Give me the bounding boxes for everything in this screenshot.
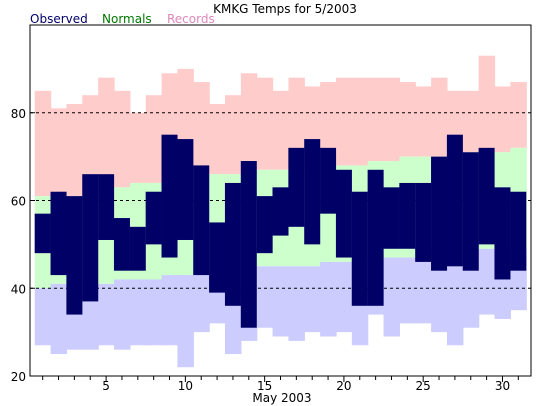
observed-bar <box>304 139 321 245</box>
observed-bar <box>462 152 479 271</box>
observed-bar <box>193 165 210 276</box>
record-low-band <box>98 283 115 346</box>
y-tick-label: 40 <box>11 282 26 296</box>
record-high-band <box>351 77 369 166</box>
x-tick-label: 25 <box>416 379 431 393</box>
record-low-band <box>50 283 68 355</box>
record-high-band <box>399 82 416 157</box>
observed-bar <box>478 147 495 245</box>
record-low-band <box>431 253 448 333</box>
observed-bar <box>34 213 51 254</box>
record-low-band <box>383 257 401 337</box>
record-low-band <box>177 275 194 368</box>
x-axis-label: May 2003 <box>252 391 311 405</box>
record-low-band <box>256 266 274 328</box>
observed-bar <box>415 182 432 262</box>
observed-bar <box>240 161 257 328</box>
observed-bar <box>98 174 115 240</box>
x-tick-label: 5 <box>102 379 110 393</box>
observed-bar <box>256 196 273 254</box>
observed-bar <box>161 134 178 258</box>
record-high-band <box>82 95 99 192</box>
record-low-band <box>446 253 464 346</box>
observed-bar <box>510 191 527 271</box>
observed-bar <box>320 147 337 214</box>
observed-bar <box>335 169 352 258</box>
record-low-band <box>415 257 432 324</box>
record-high-band <box>320 82 337 166</box>
observed-bar <box>431 156 448 271</box>
record-high-band <box>129 112 147 183</box>
record-low-band <box>129 279 147 346</box>
record-high-band <box>98 77 115 192</box>
record-high-band <box>494 86 511 153</box>
record-low-band <box>272 266 290 337</box>
observed-bar <box>224 182 241 306</box>
observed-bar <box>367 169 384 306</box>
record-high-band <box>145 95 163 183</box>
x-tick-label: 10 <box>178 379 193 393</box>
record-high-band <box>462 90 480 153</box>
record-high-band <box>240 73 258 175</box>
record-high-band <box>431 77 448 157</box>
y-tick-label: 60 <box>11 195 26 209</box>
record-high-band <box>383 77 401 162</box>
x-tick-label: 15 <box>257 379 272 393</box>
record-low-band <box>478 248 496 315</box>
record-low-band <box>399 257 416 324</box>
x-tick-label: 30 <box>495 379 510 393</box>
record-low-band <box>145 279 163 346</box>
plot-area: 20 40 60 80 5 10 15 20 25 30 <box>11 24 532 393</box>
observed-bar <box>383 187 400 249</box>
observed-bar <box>66 196 83 315</box>
record-high-band <box>193 82 210 179</box>
record-high-band <box>50 108 68 197</box>
y-tick-label: 20 <box>11 370 26 384</box>
record-low-band <box>335 261 353 333</box>
record-low-band <box>34 288 52 346</box>
record-high-band <box>34 90 52 197</box>
observed-bar <box>209 222 226 293</box>
observed-bar <box>177 139 194 240</box>
record-low-band <box>288 266 305 341</box>
observed-bar <box>145 191 162 245</box>
legend-records: Records <box>167 12 215 26</box>
record-high-band <box>335 77 353 166</box>
record-high-band <box>225 95 242 175</box>
record-high-band <box>256 77 274 170</box>
observed-bar <box>113 218 130 271</box>
record-high-band <box>415 86 432 157</box>
x-tick-label: 20 <box>336 379 351 393</box>
observed-bar <box>82 174 99 302</box>
record-low-band <box>304 266 321 333</box>
record-high-band <box>288 77 305 170</box>
record-high-band <box>209 103 226 175</box>
observed-bar <box>399 182 416 249</box>
observed-bar <box>129 226 146 271</box>
legend-normals: Normals <box>102 12 152 26</box>
observed-bar <box>288 147 305 227</box>
legend-observed: Observed <box>30 12 88 26</box>
observed-bar <box>446 134 463 267</box>
record-low-band <box>462 253 480 328</box>
observed-bar <box>272 187 289 236</box>
record-low-band <box>320 261 337 337</box>
record-high-band <box>367 77 385 162</box>
record-high-band <box>114 90 131 188</box>
record-high-band <box>510 82 527 148</box>
observed-bar <box>50 191 67 276</box>
record-high-band <box>66 103 83 197</box>
record-low-band <box>161 275 179 346</box>
record-high-band <box>478 55 496 153</box>
chart-title: KMKG Temps for 5/2003 <box>213 2 357 16</box>
y-tick-label: 80 <box>11 107 26 121</box>
observed-bar <box>494 187 511 280</box>
record-low-band <box>193 275 210 333</box>
observed-bar <box>351 191 368 306</box>
record-high-band <box>272 90 290 170</box>
record-low-band <box>114 279 131 350</box>
